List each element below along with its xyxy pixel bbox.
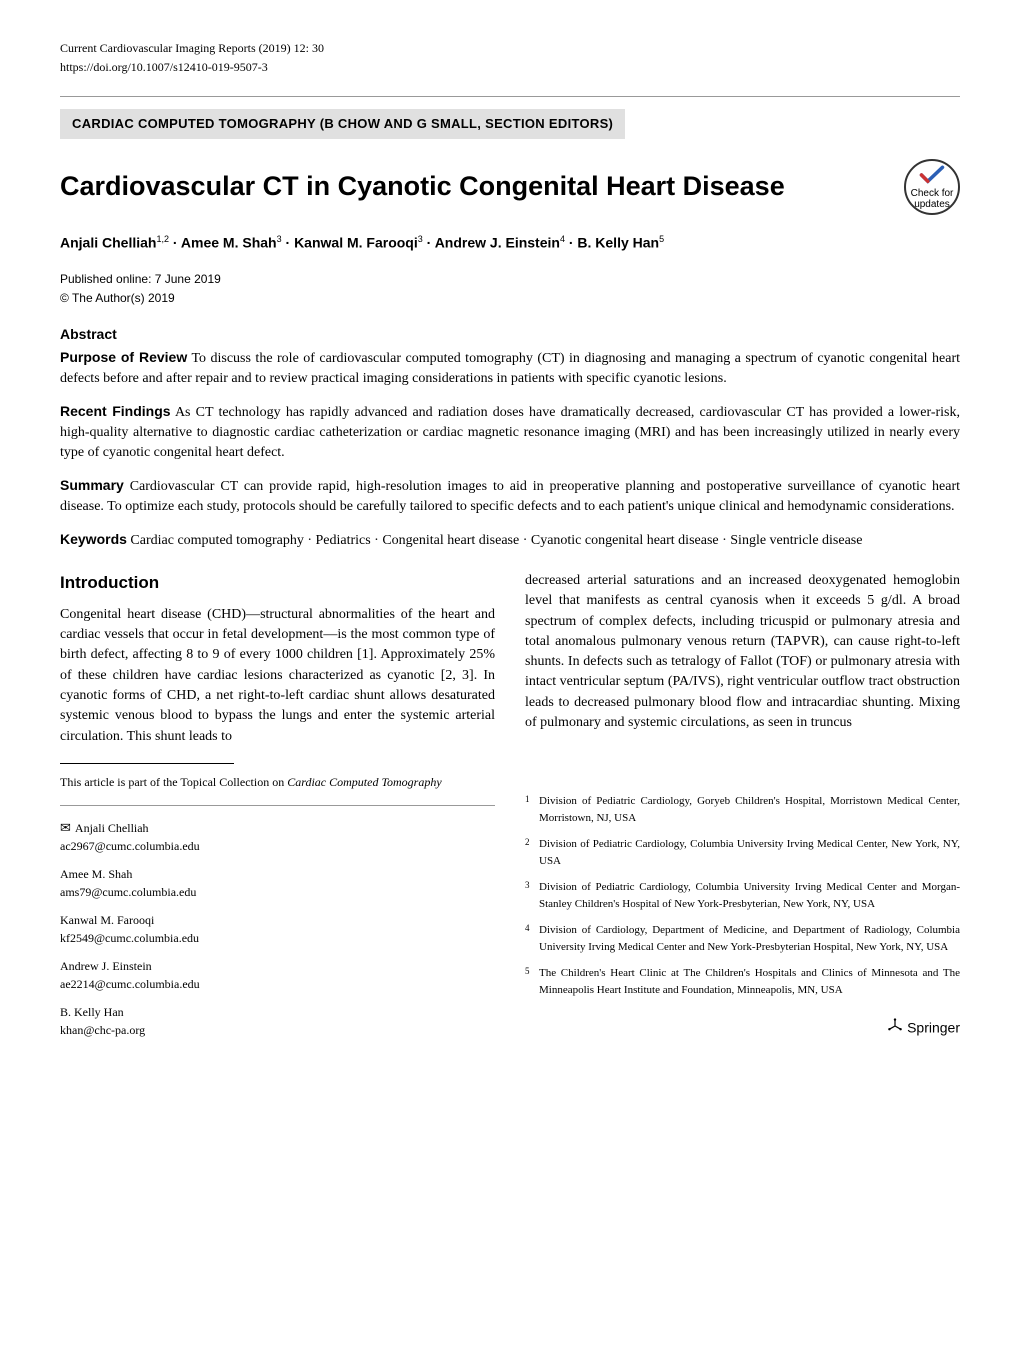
intro-paragraph-right: decreased arterial saturations and an in… [525, 571, 960, 733]
findings-head: Recent Findings [60, 403, 171, 419]
body-columns: Introduction Congenital heart disease (C… [60, 571, 960, 1053]
check-updates-badge[interactable]: Check forupdates [904, 159, 960, 215]
correspondence-block: ✉Anjali Chelliahac2967@cumc.columbia.edu… [60, 818, 495, 1040]
abstract-purpose: Purpose of Review To discuss the role of… [60, 348, 960, 388]
published-date: Published online: 7 June 2019 [60, 271, 960, 288]
journal-meta: Current Cardiovascular Imaging Reports (… [60, 40, 960, 57]
divider [60, 805, 495, 806]
right-column: decreased arterial saturations and an in… [525, 571, 960, 1053]
summary-text: Cardiovascular CT can provide rapid, hig… [60, 479, 960, 514]
findings-text: As CT technology has rapidly advanced an… [60, 405, 960, 459]
affiliations-block: 1Division of Pediatric Cardiology, Gorye… [525, 793, 960, 998]
topical-collection-note: This article is part of the Topical Coll… [60, 774, 495, 791]
affiliation-item: 2Division of Pediatric Cardiology, Colum… [525, 836, 960, 869]
divider [60, 96, 960, 97]
purpose-head: Purpose of Review [60, 349, 187, 365]
abstract-findings: Recent Findings As CT technology has rap… [60, 402, 960, 462]
crossmark-icon [918, 164, 946, 186]
article-title: Cardiovascular CT in Cyanotic Congenital… [60, 168, 785, 206]
footnote-separator [60, 763, 234, 764]
affiliation-item: 5The Children's Heart Clinic at The Chil… [525, 965, 960, 998]
affiliation-item: 4Division of Cardiology, Department of M… [525, 922, 960, 955]
doi: https://doi.org/10.1007/s12410-019-9507-… [60, 59, 960, 76]
keywords: Keywords Cardiac computed tomography · P… [60, 530, 960, 551]
summary-head: Summary [60, 477, 124, 493]
abstract-summary: Summary Cardiovascular CT can provide ra… [60, 476, 960, 516]
springer-icon [887, 1018, 903, 1040]
purpose-text: To discuss the role of cardiovascular co… [60, 351, 960, 386]
abstract-heading: Abstract [60, 325, 960, 345]
left-column: Introduction Congenital heart disease (C… [60, 571, 495, 1053]
check-updates-label: Check forupdates [911, 188, 954, 210]
affiliation-item: 1Division of Pediatric Cardiology, Gorye… [525, 793, 960, 826]
title-row: Cardiovascular CT in Cyanotic Congenital… [60, 159, 960, 215]
introduction-heading: Introduction [60, 571, 495, 595]
keywords-text: Cardiac computed tomography · Pediatrics… [127, 533, 863, 548]
copyright: © The Author(s) 2019 [60, 290, 960, 307]
affiliation-item: 3Division of Pediatric Cardiology, Colum… [525, 879, 960, 912]
intro-paragraph-left: Congenital heart disease (CHD)—structura… [60, 605, 495, 747]
publisher-mark: Springer [525, 1018, 960, 1040]
section-editors-badge: CARDIAC COMPUTED TOMOGRAPHY (B CHOW AND … [60, 109, 625, 139]
keywords-label: Keywords [60, 531, 127, 547]
authors-line: Anjali Chelliah1,2 · Amee M. Shah3 · Kan… [60, 233, 960, 253]
